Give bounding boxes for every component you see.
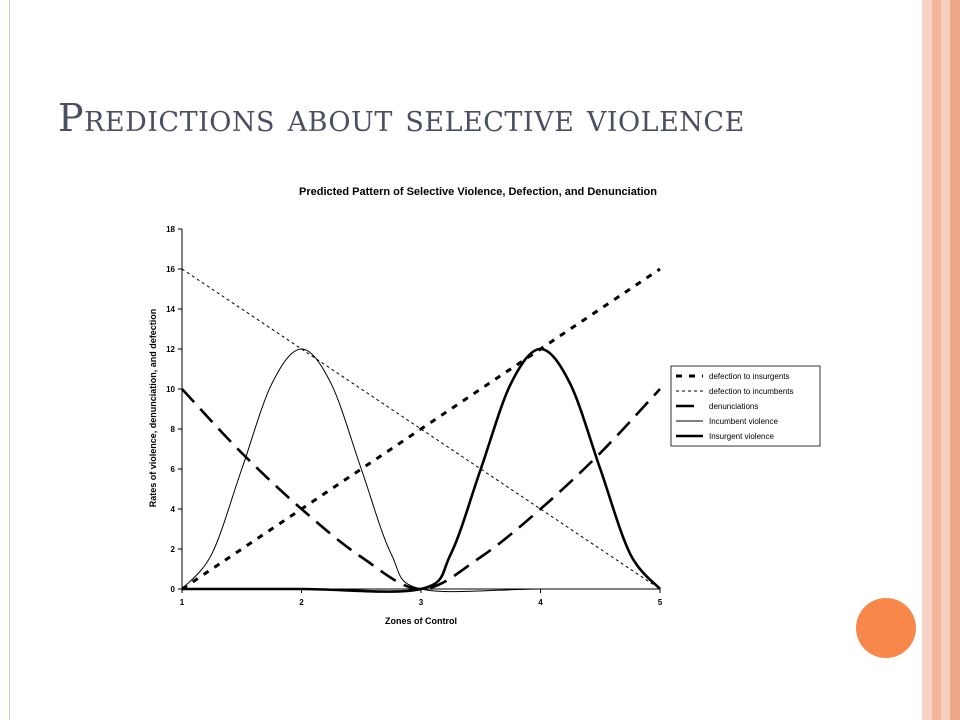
y-tick-label: 8 bbox=[171, 425, 176, 434]
x-tick-label: 1 bbox=[180, 598, 185, 607]
chart-title: Predicted Pattern of Selective Violence,… bbox=[299, 186, 657, 198]
x-axis-label: Zones of Control bbox=[385, 616, 457, 626]
y-axis-label: Rates of violence, denunciation, and def… bbox=[148, 309, 158, 508]
series-line-insurgent-violence bbox=[181, 347, 661, 593]
legend-label-defection-to-insurgents: defection to insurgents bbox=[709, 372, 790, 381]
legend: defection to insurgents defection to incu… bbox=[670, 365, 821, 447]
legend-label-incumbent-violence: Incumbent violence bbox=[709, 417, 778, 426]
legend-label-defection-to-incumbents: defection to incumbents bbox=[709, 387, 794, 396]
x-tick-label: 2 bbox=[299, 598, 304, 607]
y-tick-label: 10 bbox=[166, 385, 175, 394]
line-chart: Predicted Pattern of Selective Violence,… bbox=[148, 186, 821, 626]
x-tick-label: 5 bbox=[658, 598, 663, 607]
legend-box bbox=[670, 365, 821, 447]
y-tick-label: 14 bbox=[166, 305, 175, 314]
band-3 bbox=[941, 0, 950, 720]
decorative-right-bands bbox=[922, 0, 960, 720]
series-line-denunciations bbox=[181, 388, 661, 591]
series-line-incumbent-violence bbox=[181, 348, 660, 593]
x-tick-label: 3 bbox=[419, 598, 424, 607]
y-tick-label: 16 bbox=[166, 265, 175, 274]
y-tick-label: 6 bbox=[171, 465, 176, 474]
y-tick-label: 18 bbox=[166, 225, 175, 234]
accent-circle bbox=[856, 598, 916, 658]
legend-label-denunciations: denunciations bbox=[709, 402, 758, 411]
y-tick-label: 4 bbox=[171, 505, 176, 514]
band-2 bbox=[932, 0, 941, 720]
y-tick-label: 2 bbox=[171, 545, 176, 554]
left-border bbox=[0, 0, 10, 720]
band-4 bbox=[950, 0, 960, 720]
legend-label-insurgent-violence: Insurgent violence bbox=[709, 432, 774, 441]
series-line-defection-to-insurgents bbox=[181, 267, 661, 591]
y-tick-label: 12 bbox=[166, 345, 175, 354]
x-tick-label: 4 bbox=[538, 598, 543, 607]
slide-title: Predictions about selective violence bbox=[58, 96, 745, 140]
y-tick-label: 0 bbox=[171, 585, 176, 594]
band-1 bbox=[922, 0, 932, 720]
